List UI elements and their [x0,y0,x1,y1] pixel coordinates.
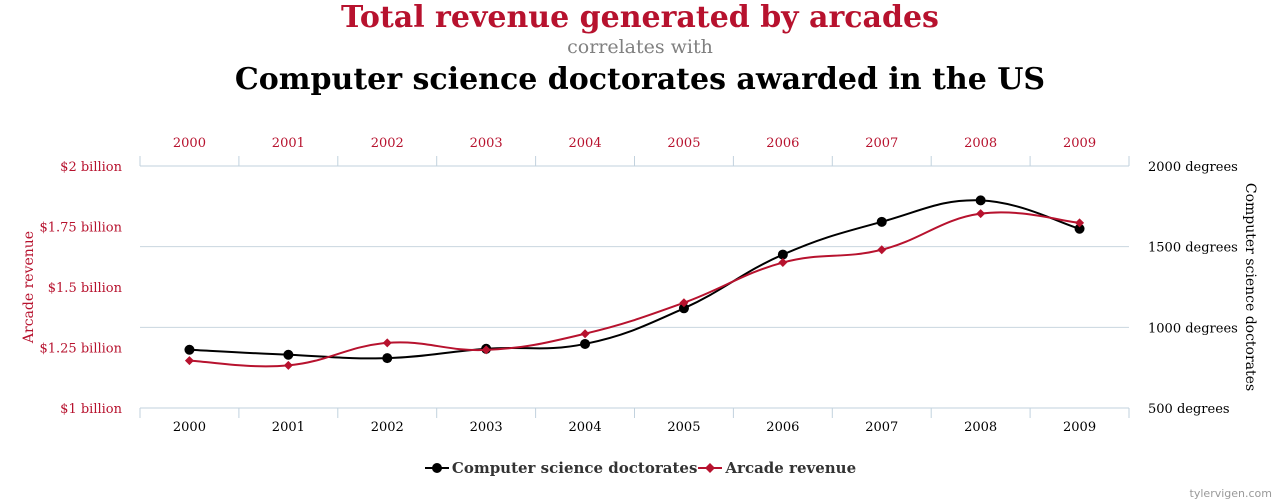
left-axis-title: Arcade revenue [21,231,37,344]
data-point-arcade [382,338,392,348]
bottom-category-label: 2007 [865,420,898,435]
data-point-arcade [976,209,986,219]
left-axis-tick-label: $1 billion [60,402,122,417]
data-point-arcade [679,298,689,308]
bottom-category-label: 2005 [667,420,700,435]
left-axis-tick-label: $1.5 billion [48,281,123,296]
legend-label-arcade: Arcade revenue [725,459,857,477]
left-axis-tick-label: $1.75 billion [39,221,122,236]
data-point-arcade [184,356,194,366]
series-line-arcade [189,211,1080,368]
top-category-label: 2005 [667,136,700,151]
data-point-doctorates [382,353,393,364]
data-point-doctorates [975,195,986,206]
legend-label-doctorates: Computer science doctorates [451,459,698,477]
bottom-category-label: 2004 [569,420,602,435]
top-category-label: 2002 [371,136,404,151]
chart-title-top: Total revenue generated by arcades [341,0,939,35]
series-line-doctorates [189,199,1080,360]
data-point-doctorates [777,249,788,260]
top-category-label: 2001 [272,136,305,151]
top-category-label: 2006 [766,136,799,151]
data-point-doctorates [184,344,195,355]
top-category-label: 2004 [569,136,602,151]
data-point-arcade [778,258,788,268]
top-category-label: 2008 [964,136,997,151]
legend-diamond-marker-icon [698,463,723,473]
right-axis-tick-label: 500 degrees [1148,402,1230,417]
data-point-doctorates [283,349,294,360]
right-axis-tick-label: 1000 degrees [1148,321,1238,336]
data-point-arcade [580,329,590,339]
bottom-category-label: 2001 [272,420,305,435]
bottom-category-label: 2008 [964,420,997,435]
data-point-arcade [481,345,491,355]
data-point-doctorates [580,338,591,349]
top-category-label: 2007 [865,136,898,151]
data-point-doctorates [876,216,887,227]
left-axis-tick-label: $1.25 billion [39,342,122,357]
legend-circle-marker-icon [424,463,449,473]
chart-title-bottom: Computer science doctorates awarded in t… [234,62,1046,97]
data-point-arcade [1075,218,1085,228]
chart-subtitle: correlates with [567,36,713,58]
chart-legend: Computer science doctorates Arcade reven… [0,458,1280,478]
right-axis-tick-label: 2000 degrees [1148,160,1238,175]
bottom-category-label: 2000 [173,420,206,435]
top-category-label: 2003 [470,136,503,151]
right-axis-title: Computer science doctorates [1242,183,1258,391]
data-point-doctorates [678,303,689,314]
legend-item-arcade[interactable]: Arcade revenue [697,458,856,478]
legend-item-doctorates[interactable]: Computer science doctorates [424,458,698,478]
top-category-label: 2000 [173,136,206,151]
source-credit: tylervigen.com [1189,487,1272,500]
right-axis-tick-label: 1500 degrees [1148,241,1238,256]
data-point-arcade [877,245,887,255]
top-category-label: 2009 [1063,136,1096,151]
bottom-category-label: 2003 [470,420,503,435]
left-axis-tick-label: $2 billion [60,160,122,175]
bottom-category-label: 2006 [766,420,799,435]
bottom-category-label: 2009 [1063,420,1096,435]
data-point-arcade [283,360,293,370]
bottom-category-label: 2002 [371,420,404,435]
data-point-doctorates [1074,223,1085,234]
